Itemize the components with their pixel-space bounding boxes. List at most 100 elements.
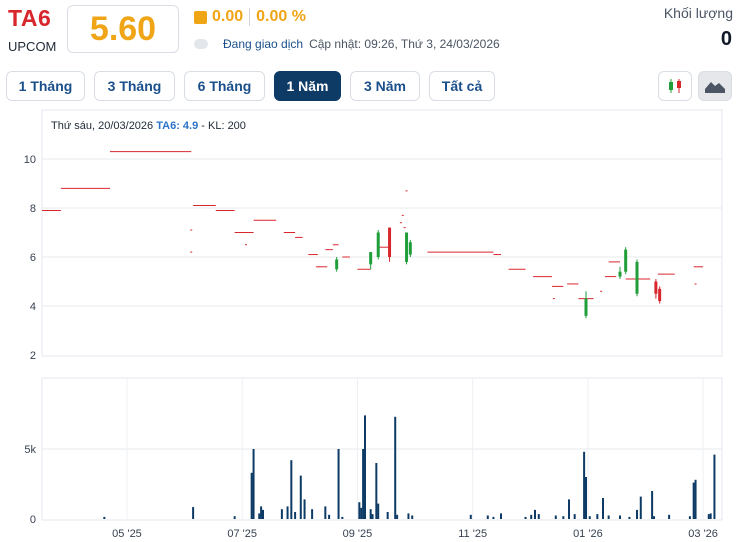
candlestick-chart-button[interactable]: [658, 71, 692, 101]
volume-bar: [328, 514, 331, 519]
volume-bar: [290, 460, 293, 519]
tab-3-months[interactable]: 3 Tháng: [94, 71, 175, 101]
volume-bar: [636, 509, 638, 519]
volume-bar: [500, 513, 502, 519]
update-time: Cập nhật: 09:26, Thứ 3, 24/03/2026: [309, 37, 500, 51]
volume-bar: [573, 514, 576, 519]
volume-bar: [628, 516, 631, 519]
volume-bar: [709, 513, 712, 519]
candle-body: [376, 232, 380, 257]
volume-bar: [394, 416, 397, 519]
date-tick-label: 09 '25: [343, 528, 373, 540]
info-date: Thứ sáu, 20/03/2026: [51, 120, 154, 132]
volume-bar: [534, 509, 536, 519]
volume-bar: [360, 507, 363, 519]
volume-bar: [554, 515, 557, 519]
volume-bar: [653, 516, 655, 519]
volume-bar: [639, 496, 642, 519]
volume-bar: [492, 516, 495, 519]
volume-bar: [324, 506, 327, 519]
volume-bar: [668, 514, 671, 519]
volume-bar: [192, 507, 195, 519]
volume-bar: [262, 509, 264, 519]
candle-body: [369, 252, 373, 265]
volume-bar: [364, 415, 366, 519]
candles: [335, 227, 662, 319]
period-tabs: 1 Tháng 3 Tháng 6 Tháng 1 Năm 3 Năm Tất …: [6, 71, 504, 101]
volume-bar: [362, 449, 365, 519]
candle-body: [405, 232, 409, 262]
volume-label: Khối lượng: [663, 5, 733, 21]
volume-bar: [585, 477, 587, 519]
volume-bar: [260, 506, 263, 519]
volume-bar: [692, 482, 695, 519]
tab-1-month[interactable]: 1 Tháng: [6, 71, 85, 101]
volume-bar: [713, 454, 716, 519]
volume-bar: [583, 451, 586, 519]
volume-bar: [280, 509, 283, 519]
date-tick-label: 05 '25: [112, 528, 142, 540]
status-dot-icon: [194, 39, 208, 49]
price-tick-label: 6: [30, 252, 36, 264]
volume-bar: [588, 516, 591, 519]
volume-bar: [469, 514, 472, 519]
tab-1-year[interactable]: 1 Năm: [274, 71, 341, 101]
volume-bar: [537, 514, 540, 519]
price-tick-label: 2: [30, 350, 36, 362]
volume-bar: [602, 498, 604, 519]
volume-bar: [694, 479, 697, 519]
status-text: Đang giao dịch: [223, 37, 304, 51]
price-change: 0.00 0.00 %: [194, 8, 306, 26]
hover-info: Thứ sáu, 20/03/2026 TA6: 4.9 - KL: 200: [51, 120, 246, 132]
volume-bar: [530, 514, 533, 519]
volume-bar: [596, 514, 599, 519]
date-tick-label: 11 '25: [458, 528, 487, 540]
axis-labels: 2 4 6 8 10 0 5k 05 '25 07 '25 09 '25 11 '25 01 '26 0…: [24, 154, 718, 540]
volume-bar: [375, 463, 378, 519]
tab-all[interactable]: Tất cả: [429, 71, 495, 101]
date-tick-label: 03 '26: [688, 528, 718, 540]
tab-6-months[interactable]: 6 Tháng: [184, 71, 265, 101]
volume-bar: [250, 472, 253, 519]
divider: [249, 8, 251, 26]
candle-body: [408, 242, 412, 255]
volume-bar: [688, 516, 691, 519]
volume-bar: [411, 515, 414, 519]
change-percent: 0.00 %: [256, 8, 306, 25]
volume-bar: [377, 503, 380, 519]
volume-bar: [294, 512, 297, 519]
tab-3-years[interactable]: 3 Năm: [350, 71, 420, 101]
volume-tick-label: 0: [30, 514, 36, 526]
unchanged-square-icon: [194, 10, 207, 24]
candle-body: [658, 288, 662, 302]
candle-body: [388, 227, 392, 257]
volume-bar: [233, 516, 236, 519]
volume-bar: [103, 516, 106, 519]
volume-bar: [369, 509, 372, 519]
volume-bar: [337, 449, 340, 519]
candle-body: [635, 261, 639, 294]
volume-value: 0: [720, 28, 732, 50]
price-tick-label: 10: [24, 154, 36, 166]
volume-bar: [396, 514, 399, 519]
volume-bar: [568, 499, 570, 519]
reference-price-lines: [42, 151, 704, 300]
volume-bar: [707, 514, 710, 519]
price-volume-chart[interactable]: 2 4 6 8 10 0 5k 05 '25 07 '25 09 '25 11 '25 01 '26 0…: [0, 108, 746, 542]
ticker-symbol: TA6: [8, 5, 52, 31]
current-price: 5.60: [67, 5, 179, 53]
volume-bar: [486, 515, 489, 519]
volume-bar: [303, 499, 306, 519]
volume-tick-label: 5k: [24, 444, 36, 456]
volume-bar: [524, 516, 527, 519]
volume-bar: [619, 515, 621, 519]
candle-body: [584, 298, 588, 316]
price-tick-label: 4: [30, 301, 36, 313]
info-price: TA6: 4.9: [156, 120, 199, 132]
chart-grid: [41, 109, 723, 521]
volume-bar: [358, 502, 361, 519]
area-chart-button[interactable]: [698, 71, 732, 101]
mountain-area-icon: [705, 82, 725, 93]
volume-bar: [607, 515, 610, 519]
volume-bar: [311, 509, 314, 519]
